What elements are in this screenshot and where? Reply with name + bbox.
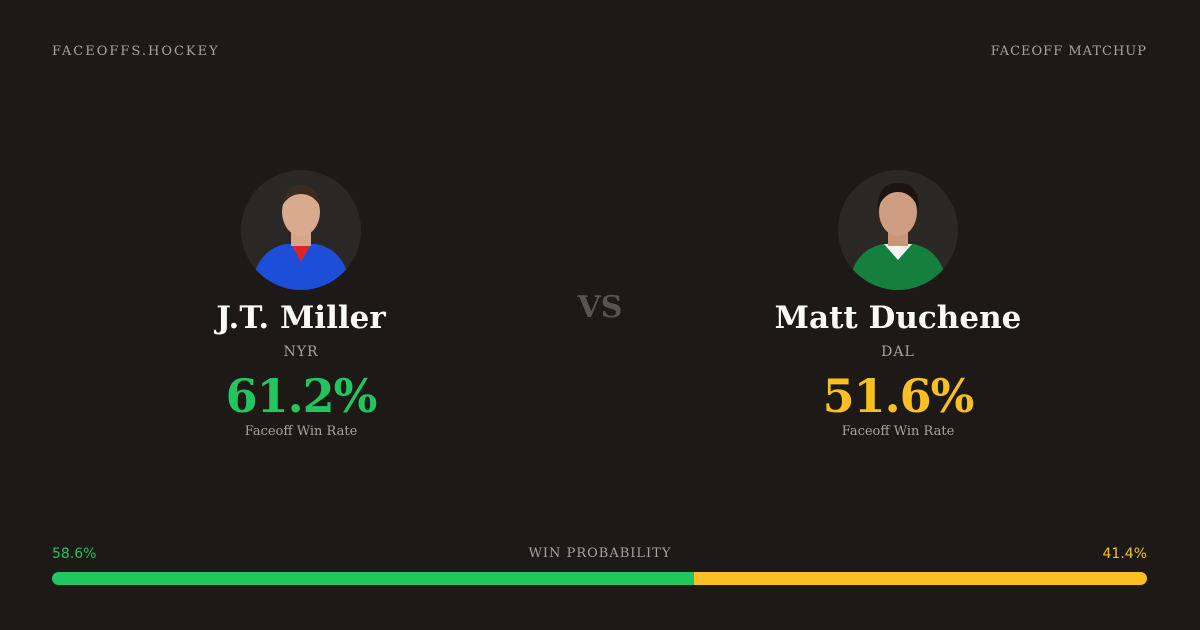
player-photo: [241, 170, 361, 290]
probability-right: 41.4%: [1102, 546, 1147, 562]
player-stat-label: Faceoff Win Rate: [244, 424, 358, 439]
player-name: J.T. Miller: [216, 300, 386, 336]
probability-label: WIN PROBABILITY: [528, 546, 672, 561]
player-stat-label: Faceoff Win Rate: [841, 424, 955, 439]
probability-segment: [693, 572, 1147, 585]
player-left: J.T. Miller NYR 61.2% Faceoff Win Rate: [51, 170, 551, 439]
probability-bar: [52, 572, 1147, 585]
player-name: Matt Duchene: [774, 300, 1022, 336]
player-stat: 51.6%: [822, 369, 975, 423]
site-name: FACEOFFS.HOCKEY: [52, 44, 220, 59]
player-team: DAL: [881, 344, 915, 360]
player-team: NYR: [283, 344, 319, 360]
probability-left: 58.6%: [52, 546, 97, 562]
player-right: Matt Duchene DAL 51.6% Faceoff Win Rate: [648, 170, 1148, 439]
vs-label: VS: [577, 290, 623, 325]
player-stat: 61.2%: [225, 369, 378, 423]
player-photo: [838, 170, 958, 290]
card-label: FACEOFF MATCHUP: [990, 44, 1147, 59]
probability-segment: [52, 572, 694, 585]
